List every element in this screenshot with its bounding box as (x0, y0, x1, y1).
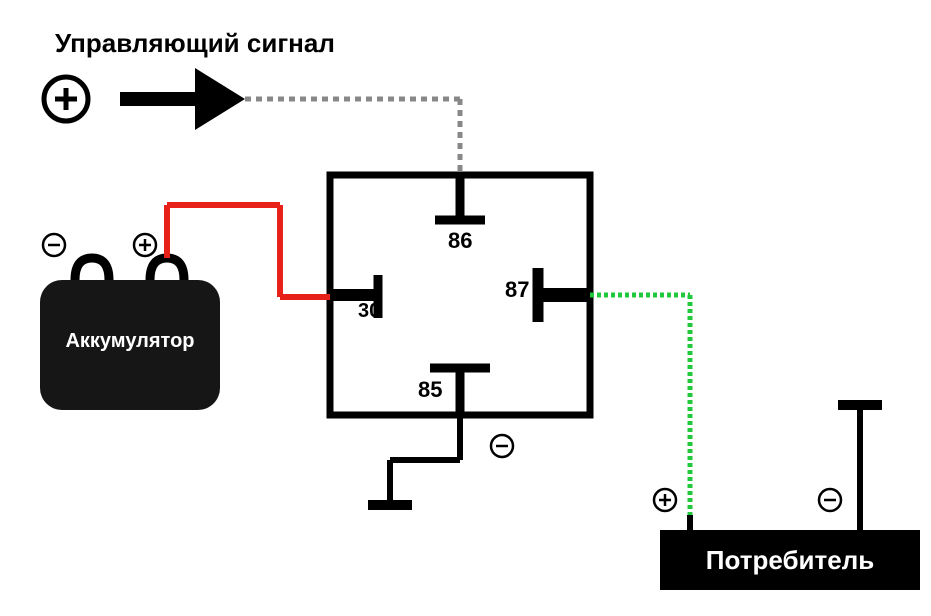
pin-86 (435, 175, 485, 220)
diagram-canvas (0, 0, 931, 616)
pin-87 (535, 268, 590, 322)
plus-symbol-signal (44, 77, 88, 121)
minus-symbol-consumer (819, 489, 841, 511)
title-label: Управляющий сигнал (55, 28, 335, 59)
consumer-terminals (690, 515, 860, 530)
wire-85-ground (368, 415, 460, 505)
plus-symbol-battery (134, 234, 156, 256)
pin-87-label: 87 (505, 277, 529, 303)
battery-label: Аккумулятор (40, 330, 220, 353)
minus-symbol-85 (491, 435, 513, 457)
minus-symbol-battery (43, 234, 65, 256)
wire-control-signal (245, 99, 460, 175)
pin-85-label: 85 (418, 377, 442, 403)
pin-30-label: 30 (358, 300, 380, 323)
control-arrow-icon (120, 68, 245, 130)
plus-symbol-consumer (654, 489, 676, 511)
pin-86-label: 86 (448, 228, 472, 254)
consumer-label: Потребитель (660, 545, 920, 576)
consumer-ground-wire (838, 405, 882, 515)
battery-terminals (75, 258, 184, 280)
